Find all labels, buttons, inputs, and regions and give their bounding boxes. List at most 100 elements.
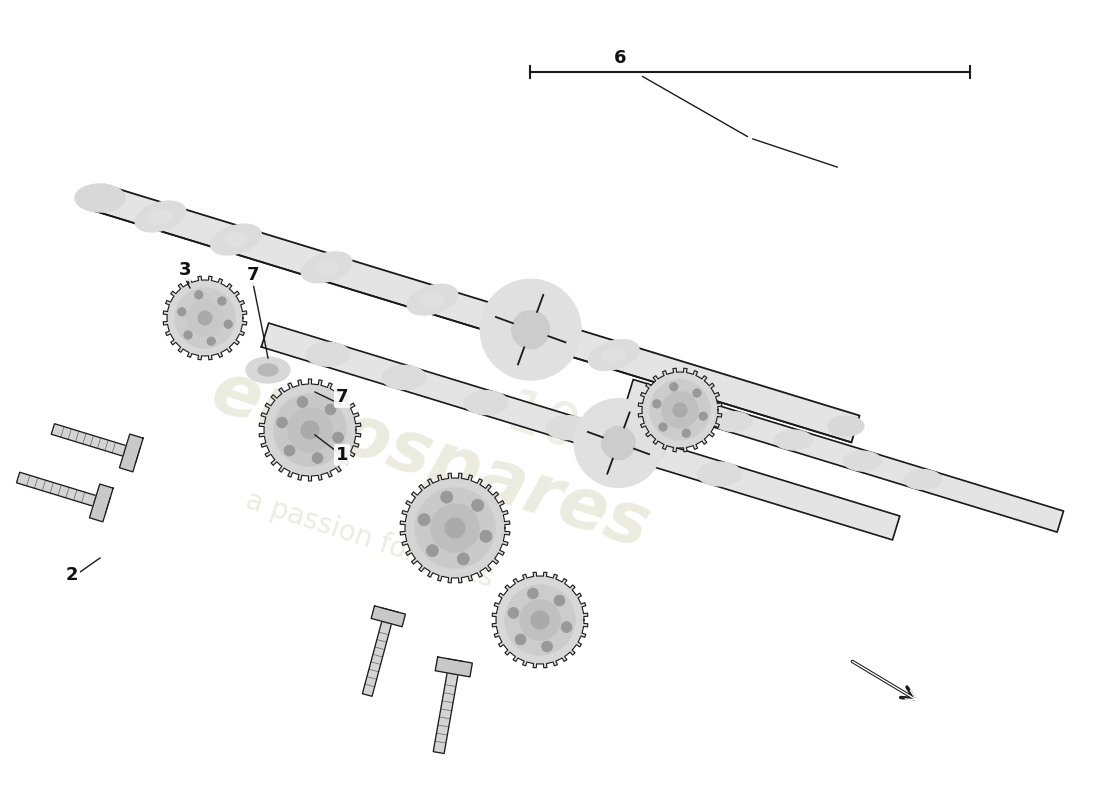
Ellipse shape [258,364,278,376]
Ellipse shape [135,201,186,232]
Polygon shape [436,657,472,677]
Ellipse shape [621,438,665,462]
Circle shape [512,310,550,349]
Ellipse shape [828,416,864,436]
Polygon shape [362,622,392,696]
Circle shape [673,403,688,417]
Polygon shape [492,572,587,668]
Ellipse shape [211,224,261,255]
Circle shape [602,426,635,460]
Ellipse shape [903,470,942,490]
Circle shape [297,397,308,407]
Circle shape [561,622,572,633]
Circle shape [662,392,698,428]
Circle shape [177,307,186,316]
Ellipse shape [306,342,350,366]
Ellipse shape [774,430,813,450]
Circle shape [284,445,295,456]
Text: a passion for parts: a passion for parts [242,486,497,594]
Text: 105: 105 [498,386,622,474]
Circle shape [650,380,710,440]
Circle shape [418,514,430,526]
Circle shape [541,641,552,652]
Circle shape [415,488,495,568]
Circle shape [187,300,223,336]
Circle shape [458,553,470,565]
Circle shape [520,600,560,640]
Polygon shape [96,185,859,442]
Ellipse shape [714,411,752,431]
Circle shape [441,491,453,503]
Ellipse shape [588,340,639,370]
Polygon shape [89,484,113,522]
Circle shape [195,290,204,299]
Text: 1: 1 [336,446,349,464]
Ellipse shape [546,416,590,440]
Text: 3: 3 [178,261,191,279]
Circle shape [508,607,519,618]
Polygon shape [120,434,143,472]
Circle shape [554,595,564,606]
Ellipse shape [602,348,626,362]
Circle shape [288,408,332,452]
Polygon shape [163,276,246,360]
Circle shape [312,453,323,463]
Circle shape [446,518,465,538]
Circle shape [698,412,707,421]
Text: 2: 2 [66,566,78,584]
Polygon shape [433,673,458,754]
Ellipse shape [407,284,458,315]
Circle shape [431,504,478,552]
Circle shape [184,330,192,339]
Text: eurospares: eurospares [202,357,658,563]
Circle shape [652,399,661,408]
Ellipse shape [512,320,535,334]
Polygon shape [371,606,406,626]
Circle shape [480,530,492,542]
Ellipse shape [315,260,339,274]
Ellipse shape [224,233,248,246]
Ellipse shape [382,366,426,390]
Polygon shape [638,368,722,452]
Circle shape [659,422,668,431]
Circle shape [276,417,287,428]
Text: 7: 7 [336,388,349,406]
Circle shape [682,429,691,438]
Polygon shape [262,323,900,540]
Ellipse shape [498,312,548,342]
Ellipse shape [464,390,508,414]
Text: 6: 6 [614,49,626,67]
Circle shape [326,404,336,415]
Circle shape [531,611,549,629]
Text: 7: 7 [246,266,260,284]
Polygon shape [260,379,361,481]
Ellipse shape [75,184,125,212]
Polygon shape [627,379,1064,532]
Polygon shape [16,472,96,506]
Circle shape [693,389,701,398]
Ellipse shape [301,252,352,282]
Circle shape [207,337,216,346]
Circle shape [332,432,343,443]
Circle shape [274,394,346,466]
Ellipse shape [654,393,692,413]
Ellipse shape [420,293,444,306]
Ellipse shape [844,451,881,471]
Circle shape [224,320,232,329]
Circle shape [574,399,662,487]
Ellipse shape [148,210,173,223]
Circle shape [670,382,678,391]
Circle shape [301,421,319,439]
Circle shape [198,311,212,325]
Circle shape [505,585,575,655]
Circle shape [515,634,526,645]
Circle shape [175,288,235,348]
Circle shape [218,297,227,306]
Circle shape [481,280,581,380]
Polygon shape [400,473,510,583]
Ellipse shape [246,357,290,383]
Polygon shape [52,424,127,456]
Circle shape [427,545,439,557]
Circle shape [528,588,538,599]
Circle shape [472,499,484,511]
